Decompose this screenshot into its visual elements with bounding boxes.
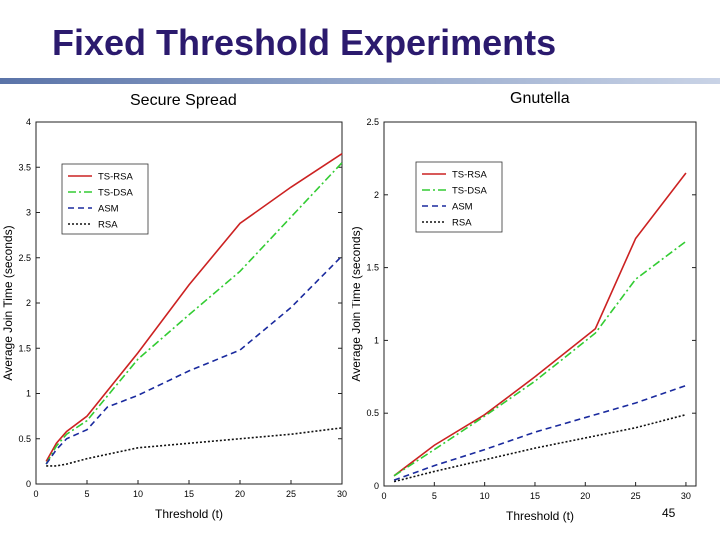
series-line-rsa [393,413,687,483]
y-tick-label: 0 [26,479,31,489]
x-tick-label: 20 [580,491,590,501]
x-tick-label: 15 [184,489,194,499]
x-tick-label: 0 [33,489,38,499]
y-tick-label: 2.5 [18,253,31,263]
series-line-ts-dsa [45,162,343,465]
legend-label-asm: ASM [452,202,473,213]
y-tick-label: 3 [26,208,31,218]
x-tick-label: 25 [286,489,296,499]
x-tick-label: 10 [133,489,143,499]
series-line-asm [45,255,343,465]
x-axis-label: Threshold (t) [506,509,574,523]
legend-label-rsa: RSA [98,220,118,231]
x-axis-label: Threshold (t) [155,507,223,521]
chart-gnutella: 0 5 10 15 20 25 30 0 0.5 1 1.5 2 2.5 Threshold (t) Ave… [352,117,697,523]
y-axis-label: Average Join Time (seconds) [1,225,15,380]
title-underline-bar [0,78,720,84]
y-tick-label: 1 [374,335,379,345]
y-tick-label: 4 [26,117,31,127]
chart-title-gnutella: Gnutella [510,90,570,107]
x-tick-label: 20 [235,489,245,499]
x-tick-label: 5 [84,489,89,499]
y-tick-label: 1.5 [366,263,379,273]
series-line-ts-dsa [393,240,687,477]
y-tick-label: 2 [26,298,31,308]
legend-label-ts-rsa: TS-RSA [98,172,134,183]
x-tick-label: 25 [631,491,641,501]
y-tick-label: 0 [374,481,379,491]
series-line-asm [393,384,687,481]
chart-secure-spread: 0 5 10 15 20 25 30 0 0.5 1 1.5 2 2.5 3 3.5 4 Threshold (… [1,117,347,521]
chart-title-secure-spread: Secure Spread [130,92,237,109]
plot-frame [383,121,697,487]
slide-title: Fixed Threshold Experiments [52,22,557,63]
legend-label-rsa: RSA [452,218,472,229]
x-tick-label: 10 [480,491,490,501]
y-tick-label: 1.5 [18,343,31,353]
series-line-ts-rsa [393,172,687,477]
y-tick-label: 2.5 [366,117,379,127]
x-tick-label: 15 [530,491,540,501]
x-tick-label: 0 [381,491,386,501]
y-tick-label: 0.5 [366,408,379,418]
legend-label-asm: ASM [98,204,119,215]
y-tick-label: 2 [374,190,379,200]
x-tick-label: 30 [681,491,691,501]
y-tick-label: 3.5 [18,162,31,172]
series-line-ts-rsa [45,153,343,462]
page-number: 45 [662,506,676,520]
y-tick-label: 1 [26,389,31,399]
legend-label-ts-dsa: TS-DSA [452,186,488,197]
series-line-rsa [46,427,343,467]
x-tick-label: 30 [337,489,347,499]
legend-label-ts-rsa: TS-RSA [452,170,488,181]
legend-label-ts-dsa: TS-DSA [98,188,134,199]
x-tick-label: 5 [432,491,437,501]
y-tick-label: 0.5 [18,434,31,444]
y-axis-label: Average Join Time (seconds) [352,226,363,381]
